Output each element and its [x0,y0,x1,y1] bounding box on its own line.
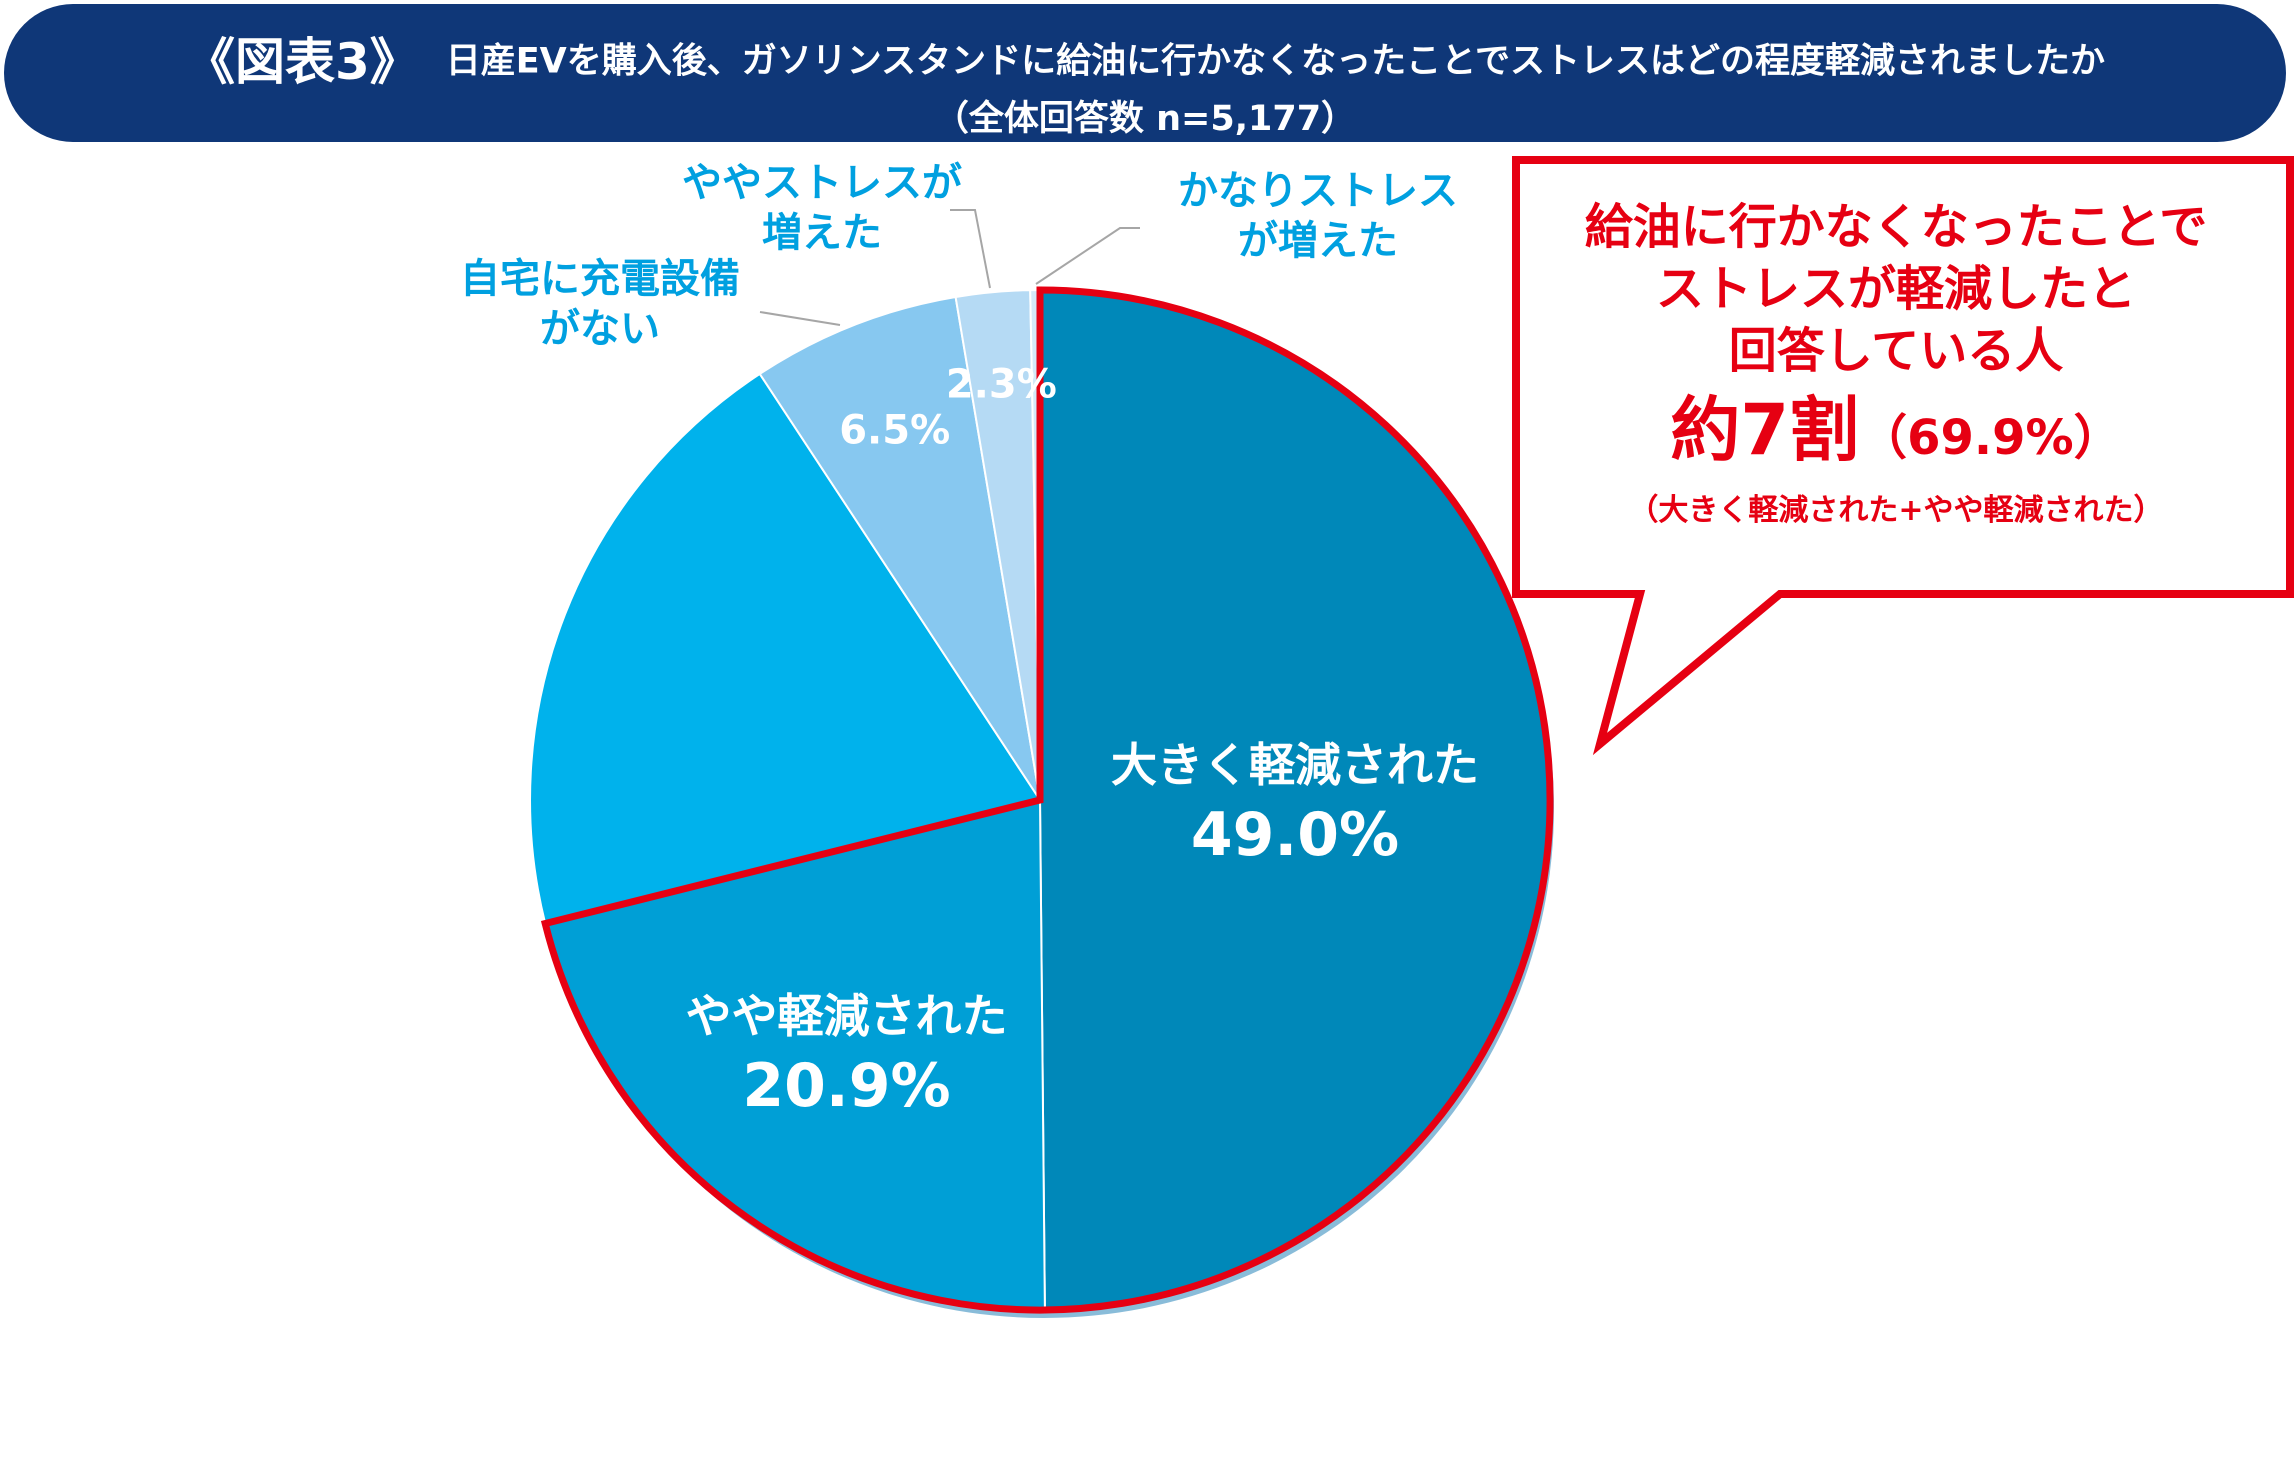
callout-share-percent: （69.9%） [1859,410,2122,466]
chart-title: 日産EVを購入後、ガソリンスタンドに給油に行かなくなったことでストレスはどの程度… [445,41,2106,82]
outside-label-slight-2: 増えた [762,210,882,256]
leader-line-nocharger [759,311,841,326]
outside-label-nocharger-2: がない [540,306,660,352]
pie-slice-nocharger [758,295,1041,801]
outside-label-much-2: が増えた [1238,218,1398,264]
leader-line-slight [950,209,991,289]
figure-label: 《図表3》 [184,33,420,91]
pie-slice-neutral [529,372,1042,925]
callout-share-row: 約7割（69.9%） [1510,388,2282,491]
outside-label-much-1: かなりストレス [1178,168,1458,214]
chart-subtitle: （全体回答数 n=5,177） [933,99,1357,139]
slice-label-great: 大きく軽減された [1111,738,1479,792]
callout-line-3: 回答している人 [1728,323,2064,379]
callout-note: （大きく軽減された+やや軽減された） [1628,493,2164,528]
leader-line-much [1035,227,1140,285]
callout-line-2: ストレスが軽減したと [1655,261,2136,317]
outside-label-slight-1: ややストレスが [682,160,962,206]
slice-value-great: 49.0% [1191,800,1399,870]
highlight-outline [540,286,1554,1314]
callout-bubble [1512,156,2294,756]
slice-label-some: やや軽減された [686,989,1008,1043]
callout-line-1: 給油に行かなくなったことで [1584,199,2208,255]
chart-header: 《図表3》 日産EVを購入後、ガソリンスタンドに給油に行かなくなったことでストレス… [4,4,2286,142]
outside-label-nocharger-1: 自宅に充電設備 [460,256,740,302]
header-title-row: 《図表3》 日産EVを購入後、ガソリンスタンドに給油に行かなくなったことでストレス… [4,22,2286,94]
slice-value-nocharger: 6.5% [839,408,950,454]
slice-value-slight: 2.3% [946,362,1057,408]
callout-text: 給油に行かなくなったことで ストレスが軽減したと 回答している人 約7割（69.… [1510,196,2282,531]
callout-share-value: 約7割 [1670,389,1860,471]
slice-value-some: 20.9% [742,1051,950,1121]
